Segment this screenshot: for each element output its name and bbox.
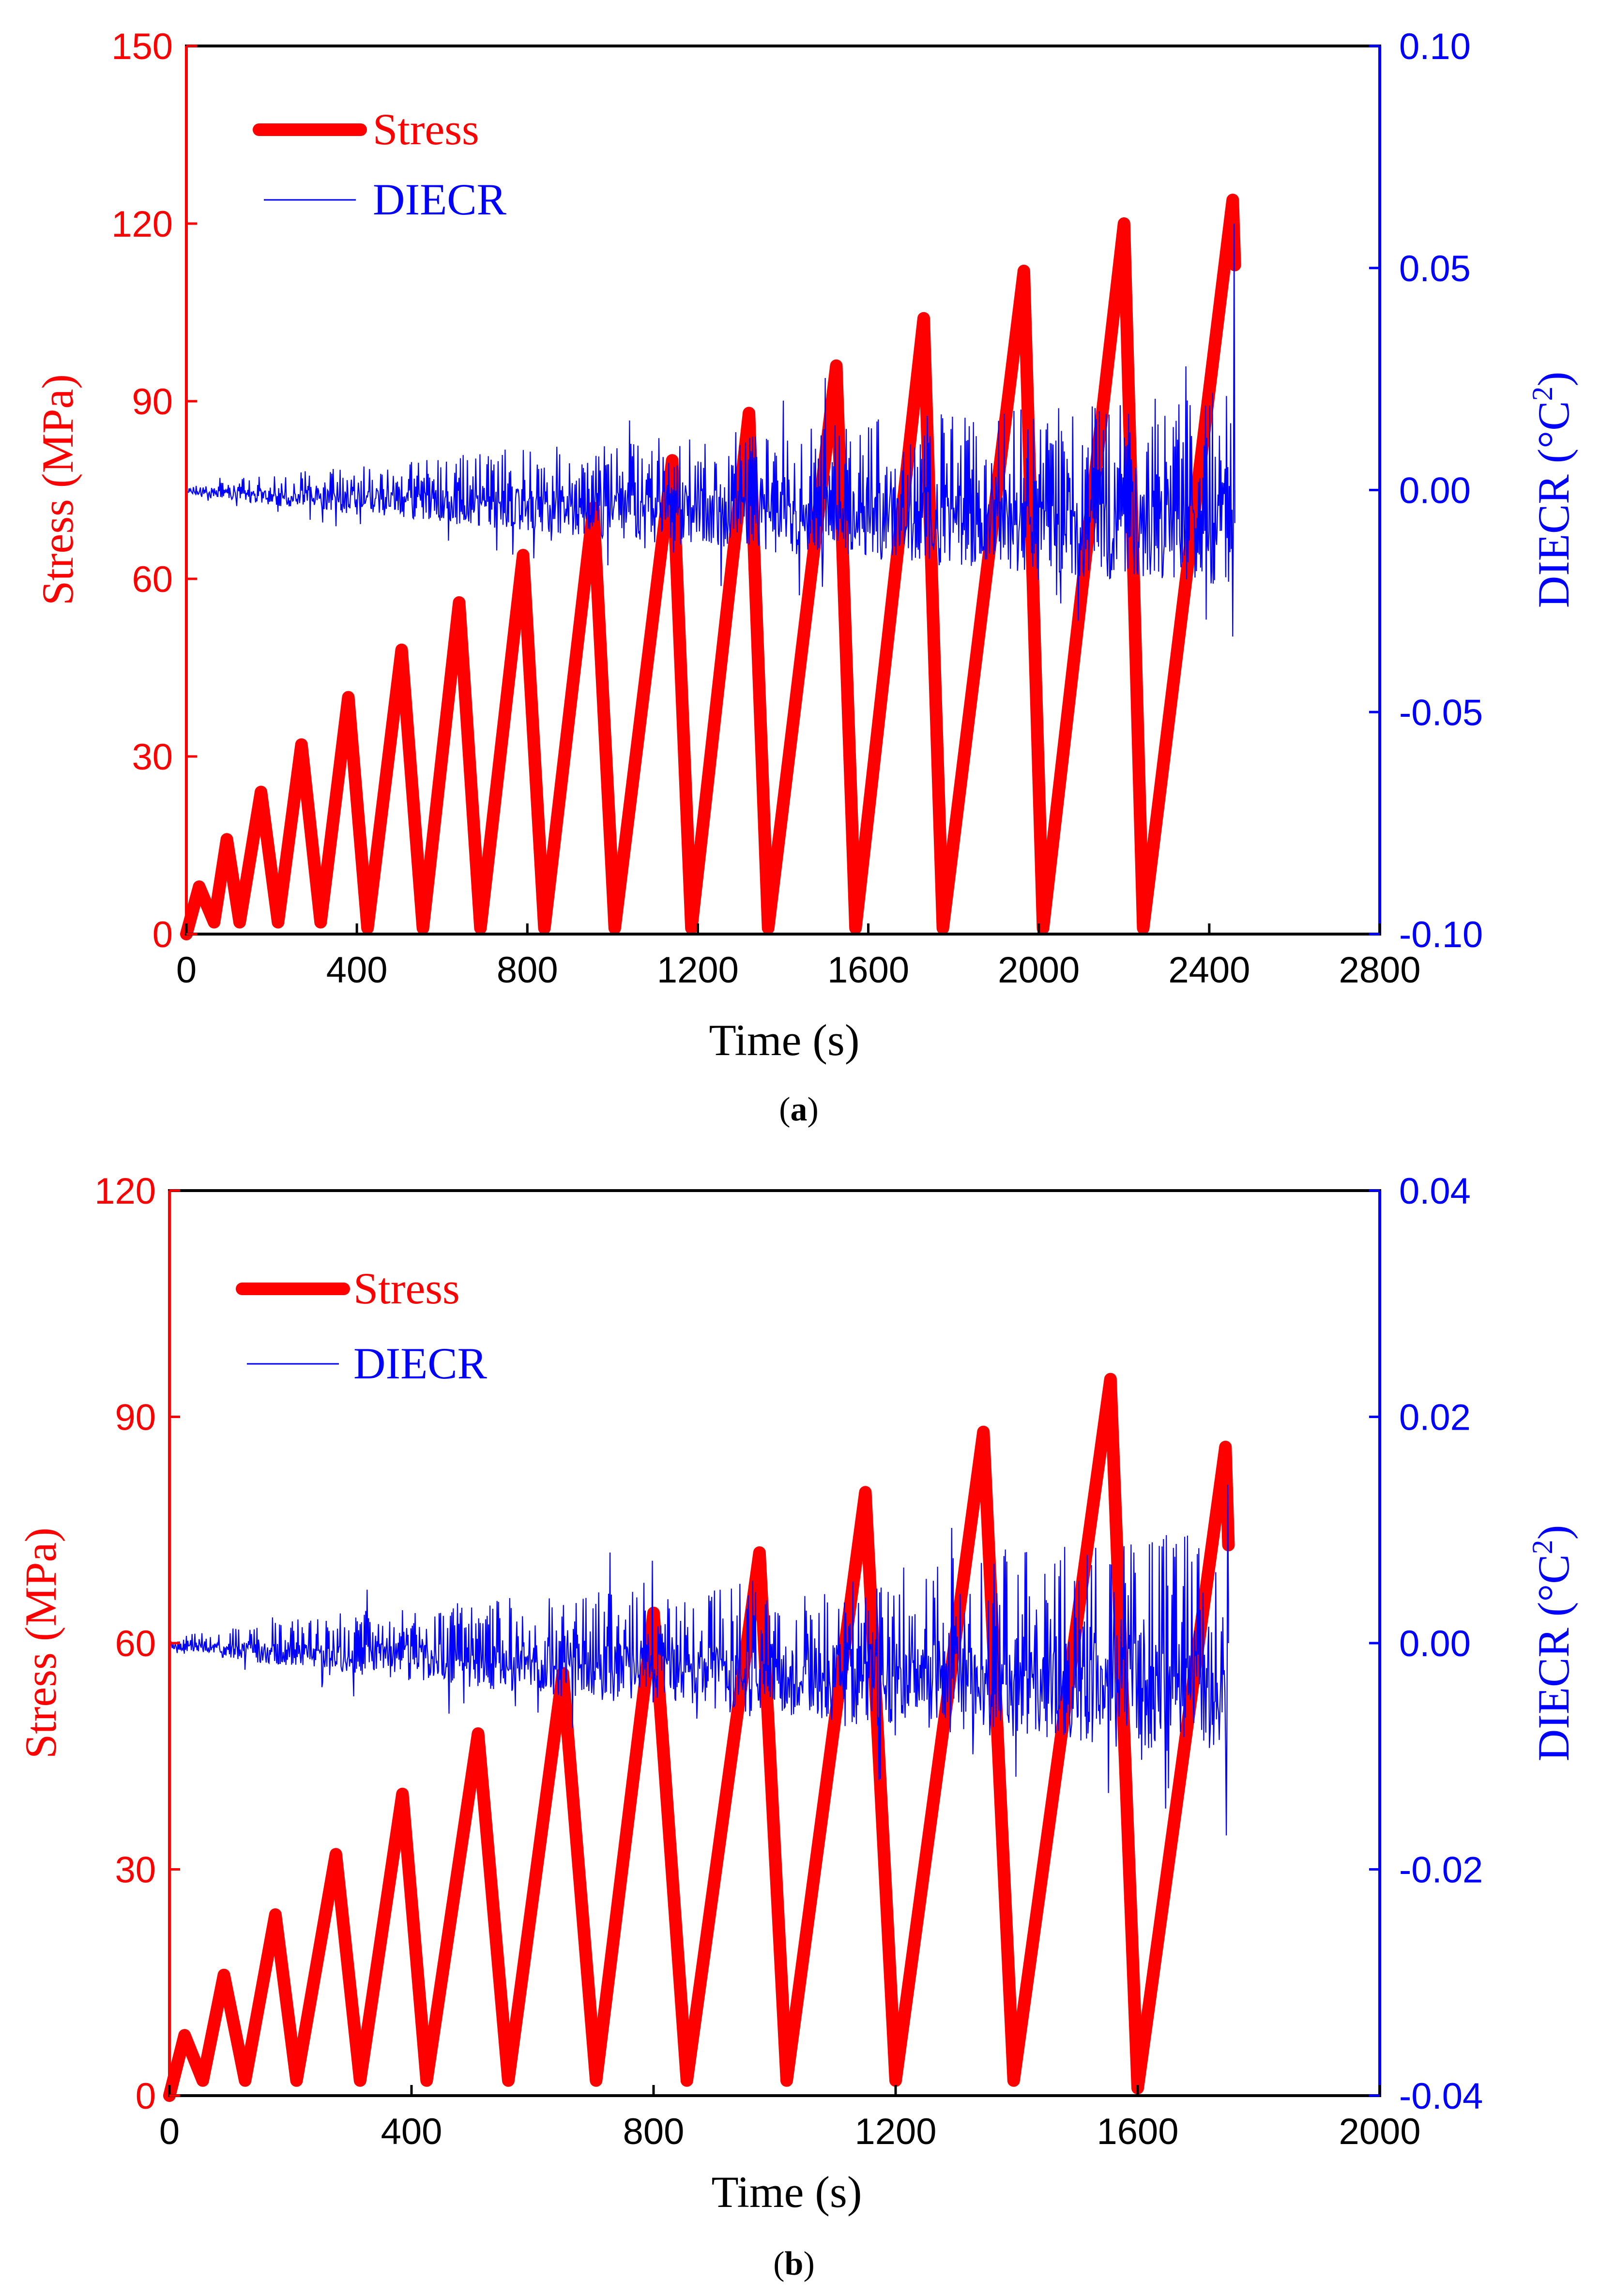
- plot-area-a: [180, 194, 1241, 940]
- y-left-tick-label: 90: [115, 1397, 156, 1438]
- y-right-tick-label: 0.00: [1399, 1623, 1471, 1664]
- x-tick-label: 0: [176, 950, 197, 991]
- legend-label-stress-a: Stress: [373, 105, 479, 154]
- y-left-tick-label: 30: [115, 1850, 156, 1891]
- ticks-a: 0 400 800 1200 1600 2000 2400 2800 0 30 60 90 120 150…: [111, 26, 1483, 991]
- legend-label-stress-b: Stress: [353, 1264, 460, 1313]
- legend-label-diecr-b: DIECR: [353, 1339, 488, 1388]
- y-left-tick-label: 0: [136, 2076, 156, 2117]
- x-tick-label: 1600: [827, 950, 909, 991]
- y-axis-right-title-a: DIECR (°C2): [1526, 372, 1578, 608]
- y-left-tick-label: 120: [111, 204, 173, 245]
- x-tick-label: 2800: [1339, 950, 1420, 991]
- x-tick-label: 400: [326, 950, 388, 991]
- y-left-tick-label: 150: [111, 26, 173, 67]
- x-tick-label: 1600: [1097, 2111, 1178, 2152]
- y-left-tick-label: 120: [94, 1171, 156, 1212]
- x-axis-title-b: Time (s): [712, 2167, 862, 2217]
- y-axis-left-title-b: Stress (MPa): [16, 1527, 65, 1759]
- y-right-tick-label: 0.10: [1399, 26, 1471, 67]
- y-left-tick-label: 90: [132, 381, 173, 423]
- y-right-tick-label: -0.04: [1399, 2076, 1483, 2117]
- chart-panel-b: 0 400 800 1200 1600 2000 0 30 60 90 120 -0.04 -0.02 0…: [16, 1171, 1578, 2282]
- x-tick-label: 2400: [1168, 950, 1250, 991]
- x-tick-label: 1200: [854, 2111, 936, 2152]
- y-right-tick-label: -0.10: [1399, 914, 1483, 955]
- y-left-tick-label: 60: [115, 1623, 156, 1664]
- plot-area-b: [163, 1373, 1235, 2102]
- y-right-tick-label: -0.02: [1399, 1850, 1483, 1891]
- y-axis-left-title-a: Stress (MPa): [33, 374, 82, 605]
- x-tick-label: 400: [381, 2111, 442, 2152]
- y-axis-right-title-b: DIECR (°C2): [1526, 1525, 1578, 1761]
- diecr-series-line: [169, 1484, 1229, 1836]
- panel-caption-a: (a): [779, 1091, 819, 1128]
- chart-panel-a: 0 400 800 1200 1600 2000 2400 2800 0 30 60 90 120 150…: [33, 26, 1578, 1128]
- ticks-b: 0 400 800 1200 1600 2000 0 30 60 90 120 -0.04 -0.02 0…: [94, 1171, 1483, 2152]
- y-right-tick-label: -0.05: [1399, 692, 1483, 733]
- stress-series-line: [163, 1373, 1235, 2102]
- panel-caption-b: (b): [773, 2245, 815, 2282]
- x-axis-title-a: Time (s): [709, 1015, 860, 1065]
- legend-a: Stress DIECR: [253, 105, 507, 224]
- legend-label-diecr-a: DIECR: [373, 175, 507, 224]
- y-left-tick-label: 0: [152, 914, 173, 955]
- y-left-tick-label: 60: [132, 559, 173, 600]
- y-right-tick-label: 0.00: [1399, 470, 1471, 512]
- y-right-tick-label: 0.04: [1399, 1171, 1471, 1212]
- y-right-tick-label: 0.02: [1399, 1397, 1471, 1438]
- y-right-tick-label: 0.05: [1399, 248, 1471, 289]
- x-tick-label: 2000: [1339, 2111, 1420, 2152]
- legend-b: Stress DIECR: [236, 1264, 488, 1388]
- x-tick-label: 0: [159, 2111, 180, 2152]
- y-left-tick-label: 30: [132, 737, 173, 778]
- diecr-series-line: [185, 223, 1235, 637]
- x-tick-label: 800: [623, 2111, 685, 2152]
- x-tick-label: 2000: [998, 950, 1080, 991]
- x-tick-label: 1200: [657, 950, 739, 991]
- x-tick-label: 800: [497, 950, 558, 991]
